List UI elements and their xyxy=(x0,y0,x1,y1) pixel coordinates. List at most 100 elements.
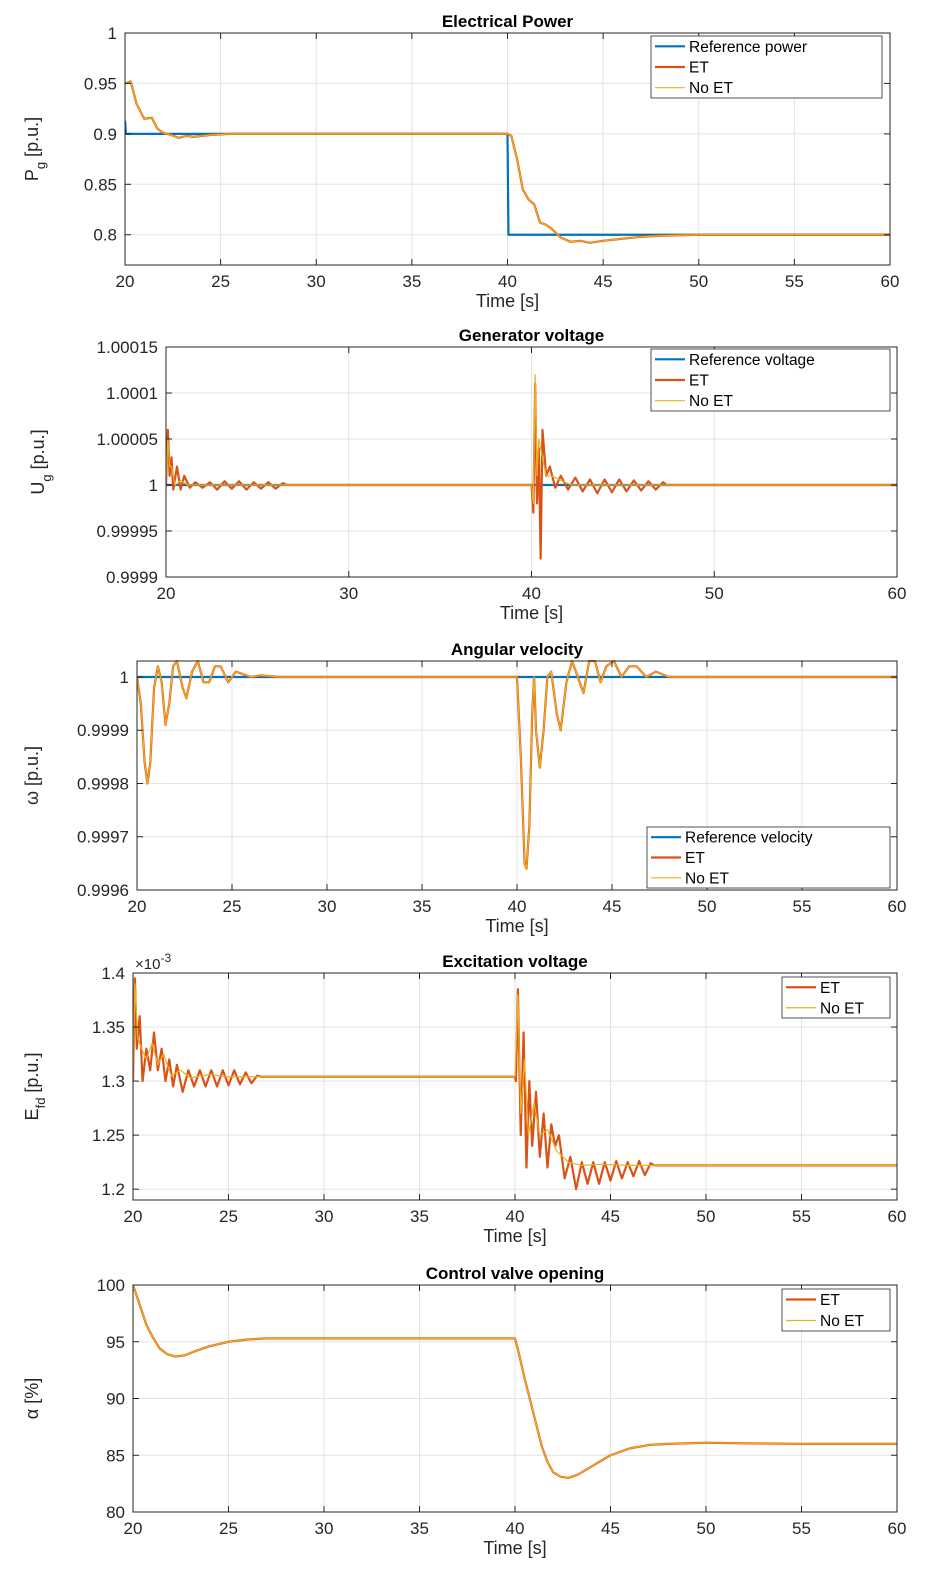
panel-4-x-tick-label: 30 xyxy=(315,1207,334,1226)
panel-2-series-no-et-line xyxy=(166,374,897,504)
panel-3-x-tick-label: 30 xyxy=(318,897,337,916)
panel-1-x-tick-label: 20 xyxy=(116,272,135,291)
panel-3-legend-label: ET xyxy=(685,850,705,867)
panel-5-x-tick-label: 30 xyxy=(315,1519,334,1538)
panel-4-y-tick-label: 1.35 xyxy=(92,1018,125,1037)
panel-1-series-no-et-line xyxy=(125,80,890,244)
panel-4-y-tick-label: 1.25 xyxy=(92,1126,125,1145)
panel-2-y-tick-label: 1.00005 xyxy=(97,430,158,449)
panel-1-x-tick-label: 35 xyxy=(402,272,421,291)
panel-5-y-axis-label: α [%] xyxy=(22,1378,42,1419)
panel-1-x-tick-label: 60 xyxy=(881,272,900,291)
panel-2-legend xyxy=(650,348,891,412)
panel-2-y-tick-label: 1.0001 xyxy=(106,384,158,403)
panel-5-y-tick-label: 85 xyxy=(106,1446,125,1465)
panel-2-x-tick-label: 60 xyxy=(888,584,907,603)
panel-5-x-tick-label: 40 xyxy=(506,1519,525,1538)
panel-3-x-tick-label: 40 xyxy=(508,897,527,916)
panel-3-x-tick-label: 35 xyxy=(413,897,432,916)
panel-2-x-axis-label: Time [s] xyxy=(500,603,563,623)
panel-3-x-tick-label: 20 xyxy=(128,897,147,916)
panel-5-series-no-et-line xyxy=(133,1284,897,1479)
panel-4-y-tick-label: 1.3 xyxy=(101,1072,125,1091)
panel-2-legend-label: No ET xyxy=(689,393,733,410)
panel-5-x-tick-label: 45 xyxy=(601,1519,620,1538)
panel-2-title: Generator voltage xyxy=(459,326,605,345)
panel-4-series-no-et-line xyxy=(133,983,897,1167)
panel-3-title: Angular velocity xyxy=(451,640,584,659)
panel-4-x-tick-label: 60 xyxy=(888,1207,907,1226)
panel-5-x-tick-label: 35 xyxy=(410,1519,429,1538)
panel-3-x-tick-label: 25 xyxy=(223,897,242,916)
panel-4-x-tick-label: 50 xyxy=(697,1207,716,1226)
panel-3-y-tick-label: 1 xyxy=(120,668,129,687)
panel-1-x-tick-label: 55 xyxy=(785,272,804,291)
panel-2-y-tick-label: 1 xyxy=(149,476,158,495)
panel-4-legend xyxy=(781,976,891,1019)
panel-1-x-tick-label: 40 xyxy=(498,272,517,291)
panel-3-y-axis-label: ω [p.u.] xyxy=(22,746,42,805)
panel-5-legend-label: No ET xyxy=(820,1313,864,1330)
panel-3-y-tick-label: 0.9998 xyxy=(77,774,129,793)
panel-3-y-tick-label: 0.9996 xyxy=(77,881,129,900)
panel-1-x-axis-label: Time [s] xyxy=(476,291,539,311)
panel-3-series-no-et-line xyxy=(137,660,897,870)
panel-5-y-tick-label: 80 xyxy=(106,1503,125,1522)
panel-2-x-tick-label: 20 xyxy=(157,584,176,603)
panel-5-x-tick-label: 25 xyxy=(219,1519,238,1538)
panel-1-y-tick-label: 0.8 xyxy=(93,226,117,245)
panel-2-x-tick-label: 40 xyxy=(522,584,541,603)
panel-1-y-tick-label: 1 xyxy=(108,24,117,43)
panel-1-y-axis-label: Pg [p.u.] xyxy=(22,117,48,181)
panel-5-x-tick-label: 60 xyxy=(888,1519,907,1538)
panel-2-y-tick-label: 0.9999 xyxy=(106,568,158,587)
panel-2-x-tick-label: 30 xyxy=(339,584,358,603)
panel-3-x-axis-label: Time [s] xyxy=(485,916,548,936)
panel-3-y-tick-label: 0.9999 xyxy=(77,721,129,740)
panel-4-x-tick-label: 55 xyxy=(792,1207,811,1226)
panel-5-legend-label: ET xyxy=(820,1292,840,1309)
panel-5-legend xyxy=(781,1288,891,1332)
panel-1-legend-label: Reference power xyxy=(689,39,807,56)
panel-5-x-tick-label: 55 xyxy=(792,1519,811,1538)
panel-1-legend-label: No ET xyxy=(689,80,733,97)
panel-3-legend xyxy=(646,826,891,889)
panel-3-x-tick-label: 60 xyxy=(888,897,907,916)
panel-5-title: Control valve opening xyxy=(426,1264,605,1283)
panel-3-x-tick-label: 45 xyxy=(603,897,622,916)
panel-1-x-tick-label: 50 xyxy=(689,272,708,291)
panel-1-y-tick-label: 0.9 xyxy=(93,125,117,144)
panel-4-y-axis-label: Efd [p.u.] xyxy=(22,1053,48,1121)
panel-1-y-tick-label: 0.95 xyxy=(84,74,117,93)
panel-3-x-tick-label: 55 xyxy=(793,897,812,916)
panel-5-x-axis-label: Time [s] xyxy=(483,1538,546,1558)
panel-4-y-tick-label: 1.4 xyxy=(101,964,125,983)
panel-4-x-tick-label: 20 xyxy=(124,1207,143,1226)
panel-4-x-axis-label: Time [s] xyxy=(483,1226,546,1246)
panel-4-x-tick-label: 35 xyxy=(410,1207,429,1226)
panel-3-y-tick-label: 0.9997 xyxy=(77,828,129,847)
panel-2-y-axis-label: Ug [p.u.] xyxy=(28,429,54,494)
panel-2-legend-label: ET xyxy=(689,373,709,390)
panel-1-y-tick-label: 0.85 xyxy=(84,175,117,194)
panel-4-title: Excitation voltage xyxy=(442,952,587,971)
panel-2-legend-label: Reference voltage xyxy=(689,352,815,369)
panel-2-y-tick-label: 1.00015 xyxy=(97,338,158,357)
panel-1-title: Electrical Power xyxy=(442,12,574,31)
panel-1-x-tick-label: 30 xyxy=(307,272,326,291)
panel-1-x-tick-label: 45 xyxy=(594,272,613,291)
panel-4-x-tick-label: 45 xyxy=(601,1207,620,1226)
panel-5-y-tick-label: 95 xyxy=(106,1333,125,1352)
panel-4-y-tick-label: 1.2 xyxy=(101,1180,125,1199)
panel-2-y-tick-label: 0.99995 xyxy=(97,522,158,541)
panel-1-legend-label: ET xyxy=(689,60,709,77)
panel-3-legend-label: No ET xyxy=(685,870,729,887)
panel-4-exponent-label: ×10-3 xyxy=(135,951,171,973)
panel-5-x-tick-label: 50 xyxy=(697,1519,716,1538)
panel-2-x-tick-label: 50 xyxy=(705,584,724,603)
panel-1-legend xyxy=(650,35,883,99)
panel-5-y-tick-label: 100 xyxy=(97,1276,125,1295)
panel-4-x-tick-label: 25 xyxy=(219,1207,238,1226)
panel-5-x-tick-label: 20 xyxy=(124,1519,143,1538)
